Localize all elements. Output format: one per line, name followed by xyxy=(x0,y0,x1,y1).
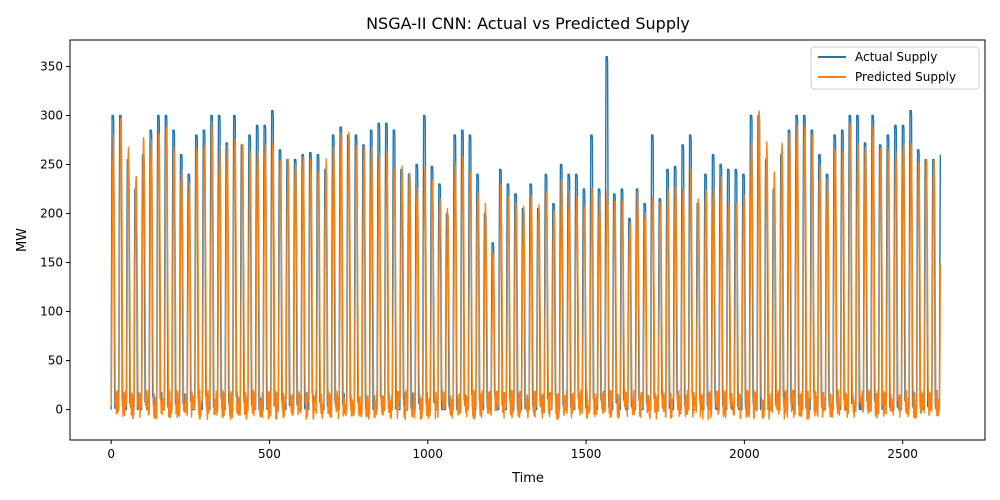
x-axis-label: Time xyxy=(511,471,544,486)
x-tick-label: 1000 xyxy=(412,447,443,461)
x-tick-label: 500 xyxy=(258,447,281,461)
x-tick-label: 2500 xyxy=(887,447,918,461)
x-axis: 0 500 1000 1500 2000 2500 xyxy=(107,440,918,461)
y-tick-label: 300 xyxy=(40,108,63,122)
series-layer xyxy=(110,55,942,421)
legend: Actual Supply Predicted Supply xyxy=(810,46,980,90)
chart-title: NSGA-II CNN: Actual vs Predicted Supply xyxy=(366,14,690,33)
legend-box xyxy=(810,46,980,90)
legend-label-predicted: Predicted Supply xyxy=(855,70,956,84)
y-axis-label: MW xyxy=(15,228,30,252)
y-tick-label: 250 xyxy=(40,158,63,172)
y-axis: 0 50 100 150 200 250 300 350 xyxy=(40,59,70,417)
x-tick-label: 1500 xyxy=(571,447,602,461)
plot-area xyxy=(69,39,986,441)
legend-label-actual: Actual Supply xyxy=(855,50,937,64)
series-line-predicted xyxy=(110,110,942,421)
y-tick-label: 200 xyxy=(40,207,63,221)
y-tick-label: 150 xyxy=(40,256,63,270)
y-tick-label: 0 xyxy=(55,403,63,417)
x-tick-label: 2000 xyxy=(729,447,760,461)
x-tick-label: 0 xyxy=(107,447,115,461)
y-tick-label: 50 xyxy=(48,354,63,368)
y-tick-label: 350 xyxy=(40,59,63,73)
y-tick-label: 100 xyxy=(40,305,63,319)
